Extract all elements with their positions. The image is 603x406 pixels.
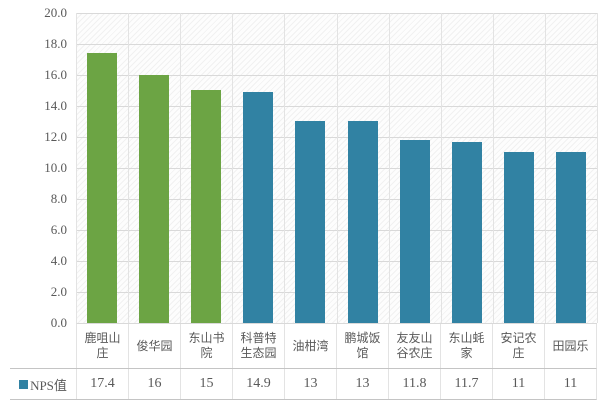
bar-东山书院	[191, 90, 221, 323]
gridline-vertical	[545, 13, 546, 323]
y-axis-tick-label: 18.0	[44, 36, 67, 51]
legend-marker-icon	[19, 379, 29, 389]
category-label: 科普特生态园	[233, 324, 285, 368]
gridline-horizontal	[76, 13, 597, 14]
bar-田园乐	[556, 152, 586, 323]
y-axis-tick-label: 14.0	[44, 98, 67, 113]
category-label: 东山蚝家	[441, 324, 493, 368]
table-value-东山蚝家: 11.7	[440, 369, 492, 399]
gridline-horizontal	[76, 261, 597, 262]
category-label: 鹿咀山庄	[77, 324, 129, 368]
table-value-科普特生态园: 14.9	[232, 369, 284, 399]
table-value-鹿咀山庄: 17.4	[76, 369, 128, 399]
category-label: 油柑湾	[285, 324, 337, 368]
gridline-horizontal	[76, 44, 597, 45]
y-axis-tick-label: 10.0	[44, 160, 67, 175]
gridline-vertical	[337, 13, 338, 323]
table-value-鹏城饭馆: 13	[336, 369, 388, 399]
y-axis-tick-label: 16.0	[44, 67, 67, 82]
x-axis-category-labels: 鹿咀山庄 俊华园 东山书院 科普特生态园 油柑湾 鹏城饭馆 友友山谷农庄 东山蚝家 安记农庄 田园…	[76, 323, 597, 368]
y-axis-tick-label: 8.0	[50, 191, 67, 206]
data-table-row: NPS值 17.4 16 15 14.9 13 13 11.8 11.7 11 11	[10, 368, 597, 400]
category-label: 俊华园	[129, 324, 181, 368]
gridline-vertical	[76, 13, 77, 323]
gridline-horizontal	[76, 168, 597, 169]
category-label: 东山书院	[181, 324, 233, 368]
bar-友友山谷农庄	[400, 140, 430, 323]
table-value-友友山谷农庄: 11.8	[388, 369, 440, 399]
table-value-田园乐: 11	[544, 369, 596, 399]
gridline-vertical	[232, 13, 233, 323]
plot-area	[76, 13, 598, 324]
gridline-vertical	[389, 13, 390, 323]
bar-东山蚝家	[452, 142, 482, 323]
table-value-油柑湾: 13	[284, 369, 336, 399]
category-label: 友友山谷农庄	[389, 324, 441, 368]
bar-俊华园	[139, 75, 169, 323]
y-axis-tick-label: 4.0	[50, 253, 67, 268]
gridline-horizontal	[76, 292, 597, 293]
y-axis-tick-label: 12.0	[44, 129, 67, 144]
category-label: 田园乐	[545, 324, 597, 368]
y-axis-tick-label: 6.0	[50, 222, 67, 237]
table-value-俊华园: 16	[128, 369, 180, 399]
gridline-horizontal	[76, 75, 597, 76]
legend-item-nps: NPS值	[10, 369, 76, 399]
category-label: 安记农庄	[493, 324, 545, 368]
bar-油柑湾	[295, 121, 325, 323]
bar-鹏城饭馆	[348, 121, 378, 323]
y-axis-tick-label: 20.0	[44, 5, 67, 20]
y-axis-tick-label: 2.0	[50, 284, 67, 299]
gridline-vertical	[597, 13, 598, 323]
bar-安记农庄	[504, 152, 534, 323]
y-axis-tick-label: 0.0	[50, 315, 67, 330]
gridline-horizontal	[76, 106, 597, 107]
legend-label: NPS值	[30, 377, 67, 393]
category-label: 鹏城饭馆	[337, 324, 389, 368]
gridline-vertical	[441, 13, 442, 323]
table-value-东山书院: 15	[180, 369, 232, 399]
gridline-horizontal	[76, 199, 597, 200]
table-value-安记农庄: 11	[492, 369, 544, 399]
bar-科普特生态园	[243, 92, 273, 323]
gridline-horizontal	[76, 230, 597, 231]
gridline-vertical	[128, 13, 129, 323]
gridline-horizontal	[76, 137, 597, 138]
gridline-vertical	[284, 13, 285, 323]
bar-鹿咀山庄	[87, 53, 117, 323]
gridline-vertical	[180, 13, 181, 323]
gridline-vertical	[493, 13, 494, 323]
